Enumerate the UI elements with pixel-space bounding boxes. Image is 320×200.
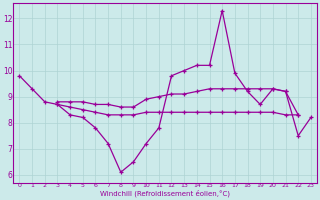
X-axis label: Windchill (Refroidissement éolien,°C): Windchill (Refroidissement éolien,°C) [100,190,230,197]
